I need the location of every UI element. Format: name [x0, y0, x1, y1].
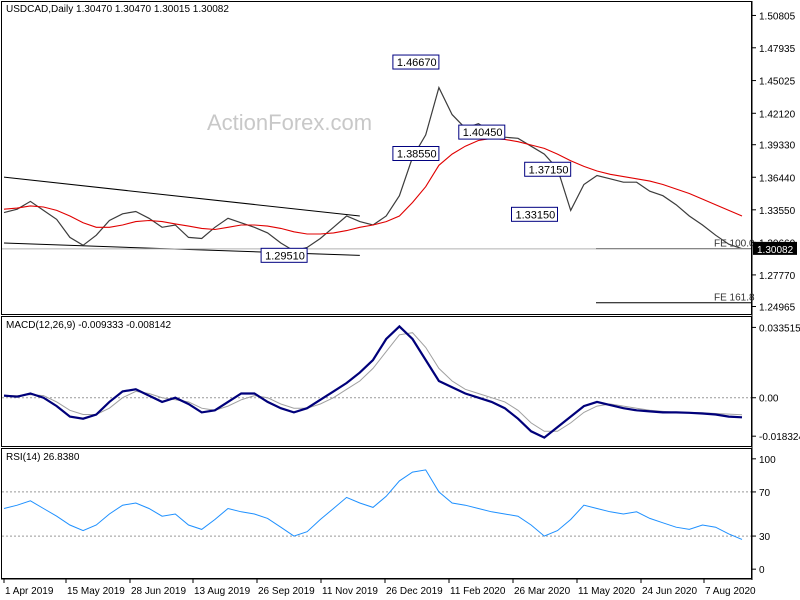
price-y-tick-label-0: 1.50805 [759, 11, 796, 22]
level-box-1 [392, 145, 440, 161]
price-y-tick-label-5: 1.36440 [759, 173, 796, 184]
level-label-0: 1.46670 [397, 57, 437, 69]
level-label-5: 1.29510 [265, 250, 305, 262]
macd-layer: 0.033515 0.00 -0.018324 [2, 323, 800, 443]
fib-level-label-1: FE 161.8 [714, 293, 755, 304]
macd-header: MACD(12,26,9) -0.009333 -0.008142 [6, 320, 172, 331]
current-price-label: 1.30082 [757, 245, 794, 256]
price-y-tick-label-4: 1.39330 [759, 141, 796, 152]
rsi-layer: 100 70 30 0 [2, 455, 776, 576]
price-y-tick-label-9: 1.24965 [759, 303, 796, 314]
price-y-tick-label-2: 1.45025 [759, 77, 796, 88]
price-layer: 1.50805 1.47935 1.45025 1.42120 1.39330 1.364… [2, 11, 797, 314]
macd-y-tick-label-2: -0.018324 [759, 432, 800, 443]
price-y-tick-label-6: 1.33550 [759, 206, 796, 217]
rsi-y-tick-label-2: 30 [759, 532, 771, 543]
fib-level-label-0: FE 100.0 [714, 239, 755, 250]
rsi-line [3, 469, 743, 540]
x-tick-label-11: 7 Aug 2020 [705, 586, 756, 597]
x-tick-label-5: 11 Nov 2019 [322, 586, 378, 597]
level-label-3: 1.37150 [529, 164, 569, 176]
x-tick-label-7: 11 Feb 2020 [450, 586, 506, 597]
x-tick-label-0: 1 Apr 2019 [5, 586, 54, 597]
level-box-3 [524, 161, 572, 177]
x-tick-label-1: 15 May 2019 [67, 586, 125, 597]
level-label-2: 1.40450 [463, 127, 503, 139]
macd-signal-line [4, 332, 743, 432]
rsi-header: RSI(14) 26.8380 [6, 452, 80, 463]
level-box-5 [260, 247, 308, 263]
rsi-y-tick-label-1: 70 [759, 488, 771, 499]
macd-y-tick-label-1: 0.00 [759, 394, 779, 405]
rsi-y-tick-label-3: 0 [759, 565, 765, 576]
trendline-0 [3, 176, 360, 217]
x-tick-label-10: 24 Jun 2020 [642, 586, 697, 597]
watermark: ActionForex.com [207, 110, 372, 135]
price-header: USDCAD,Daily 1.30470 1.30470 1.30015 1.3… [6, 4, 229, 15]
x-tick-label-9: 11 May 2020 [578, 586, 636, 597]
level-box-0 [392, 54, 440, 70]
x-tick-label-2: 28 Jun 2019 [131, 586, 186, 597]
macd-y-tick-label-0: 0.033515 [759, 323, 800, 334]
macd-panel-frame [1, 316, 752, 447]
level-box-4 [511, 206, 558, 222]
level-label-1: 1.38550 [397, 148, 437, 160]
moving-average-series [3, 137, 743, 235]
price-y-tick-label-1: 1.47935 [759, 44, 796, 55]
price-panel-frame [1, 1, 752, 315]
x-tick-label-4: 26 Sep 2019 [258, 586, 315, 597]
level-box-2 [458, 124, 506, 140]
current-price-box [753, 241, 797, 255]
price-y-tick-label-8: 1.27770 [759, 271, 796, 282]
x-tick-label-6: 26 Dec 2019 [386, 586, 443, 597]
level-label-4: 1.33150 [516, 209, 556, 221]
price-y-tick-label-3: 1.42120 [759, 109, 796, 120]
x-tick-label-3: 13 Aug 2019 [194, 586, 251, 597]
axis-layer: 1 Apr 2019 15 May 2019 28 Jun 2019 13 Aug 2… [3, 579, 756, 597]
rsi-y-tick-label-0: 100 [759, 455, 776, 466]
macd-line [3, 324, 743, 439]
x-tick-label-8: 26 Mar 2020 [514, 586, 571, 597]
